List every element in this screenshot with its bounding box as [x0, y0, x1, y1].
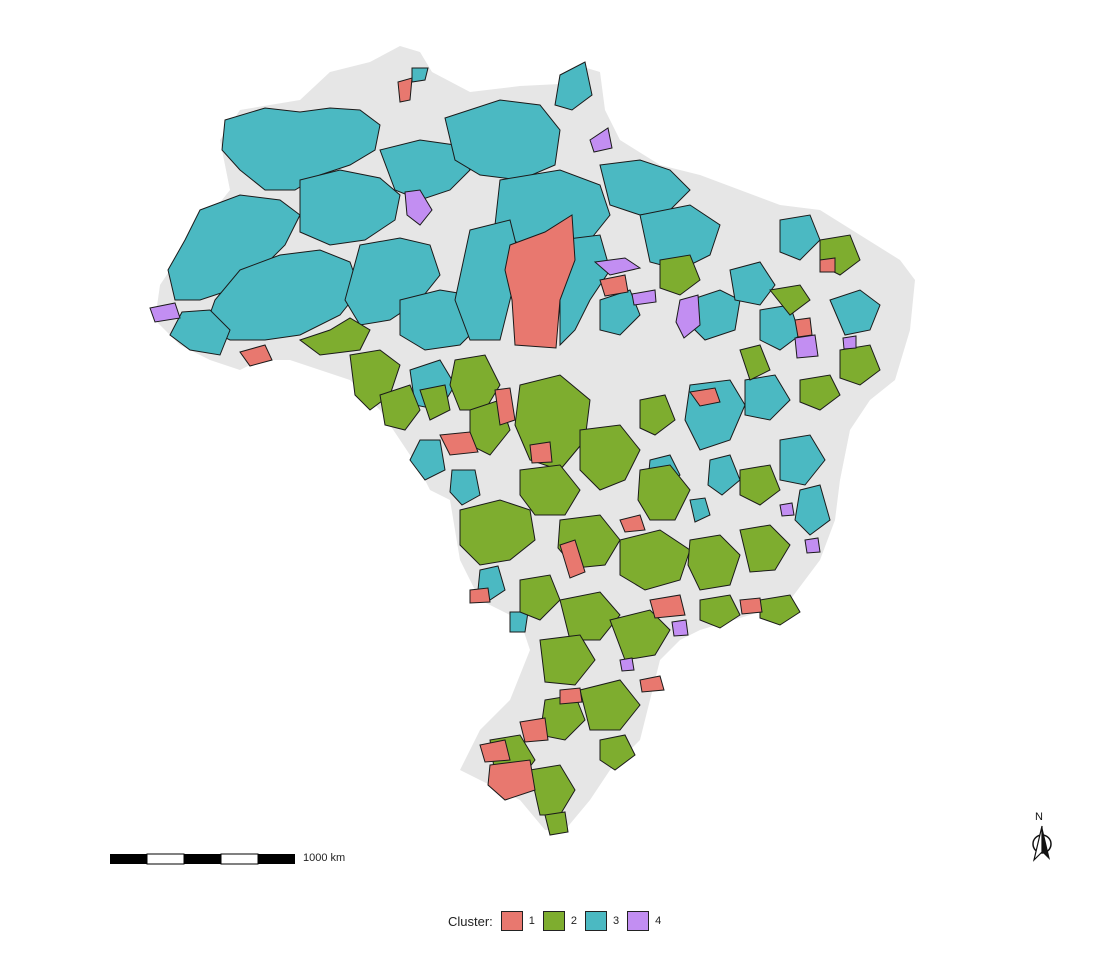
- legend-label-4: 4: [655, 915, 662, 927]
- legend-item-1: 1: [500, 911, 535, 931]
- legend-swatch-4: [627, 911, 650, 931]
- legend-label-3: 3: [613, 915, 620, 927]
- north-label: N: [1035, 811, 1043, 823]
- legend: Cluster: 1 2 3 4: [448, 911, 669, 931]
- cluster-1-regions: [239, 77, 836, 801]
- legend-label-1: 1: [528, 915, 535, 927]
- legend-swatch-1: [500, 911, 523, 931]
- legend-item-3: 3: [585, 911, 619, 931]
- legend-swatch-3: [585, 911, 608, 931]
- legend-item-2: 2: [542, 911, 578, 931]
- scale-bar-label: 1000 km: [303, 852, 346, 864]
- north-arrow-icon: [1032, 825, 1052, 862]
- legend-item-4: 4: [627, 911, 661, 931]
- legend-label-2: 2: [570, 915, 578, 927]
- cluster-4-regions: [149, 127, 857, 672]
- cluster-3-regions: [167, 61, 881, 633]
- legend-swatch-2: [542, 911, 565, 931]
- legend-title: Cluster:: [448, 913, 493, 929]
- scale-bar: [110, 853, 295, 865]
